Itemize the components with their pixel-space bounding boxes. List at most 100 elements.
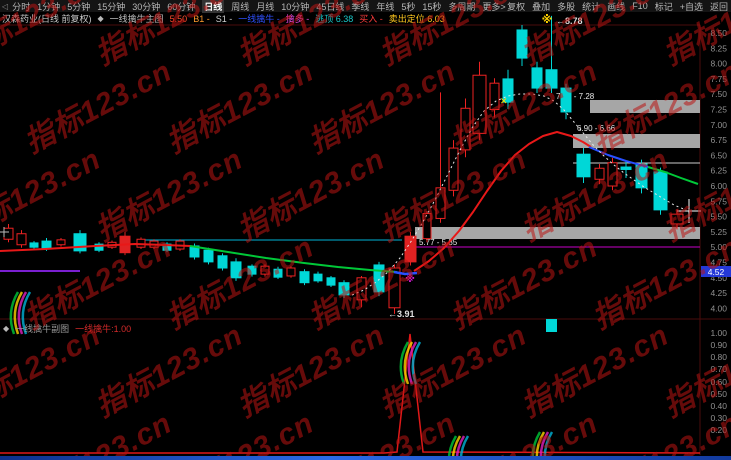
period-tab-多周期[interactable]: 多周期	[448, 1, 476, 12]
period-tabs: 分时 1分钟 5分钟 15分钟 30分钟 60分钟 日线 周线 月线 10分钟 45日线 季线 年线 5秒…	[12, 0, 506, 13]
candle-body	[576, 153, 591, 178]
indicator-value: 5.50	[169, 14, 188, 24]
price-axis-label: 8.25	[710, 43, 727, 53]
resistance-box	[415, 227, 700, 239]
trend-left-red	[0, 243, 191, 252]
period-tab-45日线[interactable]: 45日线	[316, 1, 345, 12]
tool-画线[interactable]: 画线	[607, 1, 626, 12]
candle-body	[460, 107, 471, 151]
candle-body	[356, 277, 367, 301]
price-axis-label: 6.75	[710, 135, 727, 145]
candle-body	[472, 74, 487, 134]
candle-body	[594, 167, 605, 180]
period-tab-5分钟[interactable]: 5分钟	[67, 1, 91, 12]
price-axis-label: 7.25	[710, 105, 727, 115]
period-tab-更多>[interactable]: 更多>	[482, 1, 506, 12]
period-tab-5秒[interactable]: 5秒	[401, 1, 416, 12]
qinniu-signal-spike	[0, 333, 701, 454]
period-tab-15秒[interactable]: 15秒	[422, 1, 442, 12]
candle-body	[338, 282, 350, 296]
resistance-box-label: 6.90 - 6.66	[577, 124, 616, 133]
period-tab-分时[interactable]: 分时	[12, 1, 31, 12]
candle-body	[217, 255, 228, 269]
period-tab-季线[interactable]: 季线	[351, 1, 370, 12]
candle-body	[620, 166, 632, 170]
sub-axis-label: 0.90	[710, 340, 727, 350]
candle-body	[313, 273, 323, 282]
subchart-indicator-value: 一线擒牛:1.00	[75, 323, 132, 334]
price-axis-label: 7.00	[710, 120, 727, 130]
trend-right-green	[647, 166, 699, 185]
watermark-swoosh	[13, 291, 24, 335]
watermark-swoosh	[17, 291, 28, 335]
stock-title[interactable]: 汉森药业(日线 前复权)	[2, 14, 92, 24]
indicator-status-row: 汉森药业(日线 前复权) ◆ 一线擒牛主图 5.50 B1 - S1 - 一线擒牛 -…	[2, 12, 731, 25]
candle-body	[94, 243, 104, 251]
price-axis-label: 4.50	[710, 273, 727, 283]
candle-body	[286, 267, 296, 277]
candle-body	[404, 235, 417, 263]
tool-统计[interactable]: 统计	[582, 1, 601, 12]
tool-多股[interactable]: 多股	[557, 1, 576, 12]
period-toolbar: ◁ 分时 1分钟 5分钟 15分钟 30分钟 60分钟 日线 周线 月线 10分钟 45日线 季线 年线…	[0, 0, 731, 13]
watermark-swoosh	[399, 341, 410, 385]
candle-body	[29, 242, 39, 248]
window-menu-icon[interactable]: ◁	[2, 1, 9, 11]
period-tab-15分钟[interactable]: 15分钟	[97, 1, 126, 12]
price-axis-label: 7.50	[710, 89, 727, 99]
candle-body	[260, 265, 270, 275]
price-axis-label: 4.00	[710, 303, 727, 313]
price-axis-label: 8.00	[710, 59, 727, 69]
tool-F10[interactable]: F10	[632, 1, 648, 11]
main-indicator-name[interactable]: 一线擒牛主图	[109, 14, 164, 24]
candle-body	[435, 187, 446, 219]
tool-返回[interactable]: 返回	[709, 1, 728, 12]
period-tab-周线[interactable]: 周线	[231, 1, 250, 12]
sub-axis-label: 1.00	[710, 328, 727, 338]
indicator-value: 卖出定位 6.03	[388, 14, 445, 24]
candle-body	[373, 264, 385, 293]
candle-body	[388, 267, 401, 309]
window-bottom-edge	[0, 456, 731, 460]
price-axis-label: 6.00	[710, 181, 727, 191]
subchart-header: ◆ 一线擒牛副图 一线擒牛:1.00	[3, 322, 131, 334]
watermark-swoosh	[407, 341, 418, 385]
indicator-value: S1 -	[215, 14, 233, 24]
subchart-diamond-icon[interactable]: ◆	[3, 323, 10, 333]
watermark-swoosh	[21, 291, 32, 335]
tool-复权[interactable]: 复权	[507, 1, 526, 12]
period-tab-10分钟[interactable]: 10分钟	[281, 1, 310, 12]
indicator-values: 5.50 B1 - S1 - 一线擒牛 - 擒多 - 逃顶 6.38 买入 - 卖出定位 6.…	[170, 12, 451, 25]
candle-body	[326, 277, 336, 286]
price-axis-label: 5.25	[710, 227, 727, 237]
watermark-swoosh	[411, 341, 422, 385]
candle-body	[560, 87, 572, 113]
price-annotation: ✕	[500, 96, 508, 106]
watermark-swoosh	[539, 431, 550, 460]
resistance-box-label: 7.39 - 7.28	[556, 92, 595, 101]
price-axis-label: 4.75	[710, 258, 727, 268]
tool-+自选[interactable]: +自选	[679, 1, 703, 12]
indicator-diamond-icon[interactable]: ◆	[97, 14, 104, 23]
candle-body	[299, 271, 310, 284]
sub-axis-label: 0.40	[710, 401, 727, 411]
watermark-swoosh	[535, 431, 546, 460]
candle-body	[273, 268, 283, 278]
tool-标记[interactable]: 标记	[654, 1, 673, 12]
candle-body	[448, 147, 459, 191]
indicator-value: B1 -	[193, 14, 210, 24]
sub-axis-label: 0.20	[710, 425, 727, 435]
sub-axis-label: 0.80	[710, 352, 727, 362]
period-tab-1分钟[interactable]: 1分钟	[37, 1, 61, 12]
period-tab-60分钟[interactable]: 60分钟	[167, 1, 196, 12]
period-tab-日线[interactable]: 日线	[202, 0, 225, 13]
tool-叠加[interactable]: 叠加	[532, 1, 551, 12]
price-axis-label: 6.25	[710, 166, 727, 176]
period-tab-30分钟[interactable]: 30分钟	[132, 1, 161, 12]
subchart-indicator-name[interactable]: 一线擒牛副图	[15, 323, 70, 334]
sub-axis-label: 0.70	[710, 364, 727, 374]
period-tab-年线[interactable]: 年线	[376, 1, 395, 12]
period-tab-月线[interactable]: 月线	[256, 1, 275, 12]
trend-up-red	[413, 131, 592, 272]
